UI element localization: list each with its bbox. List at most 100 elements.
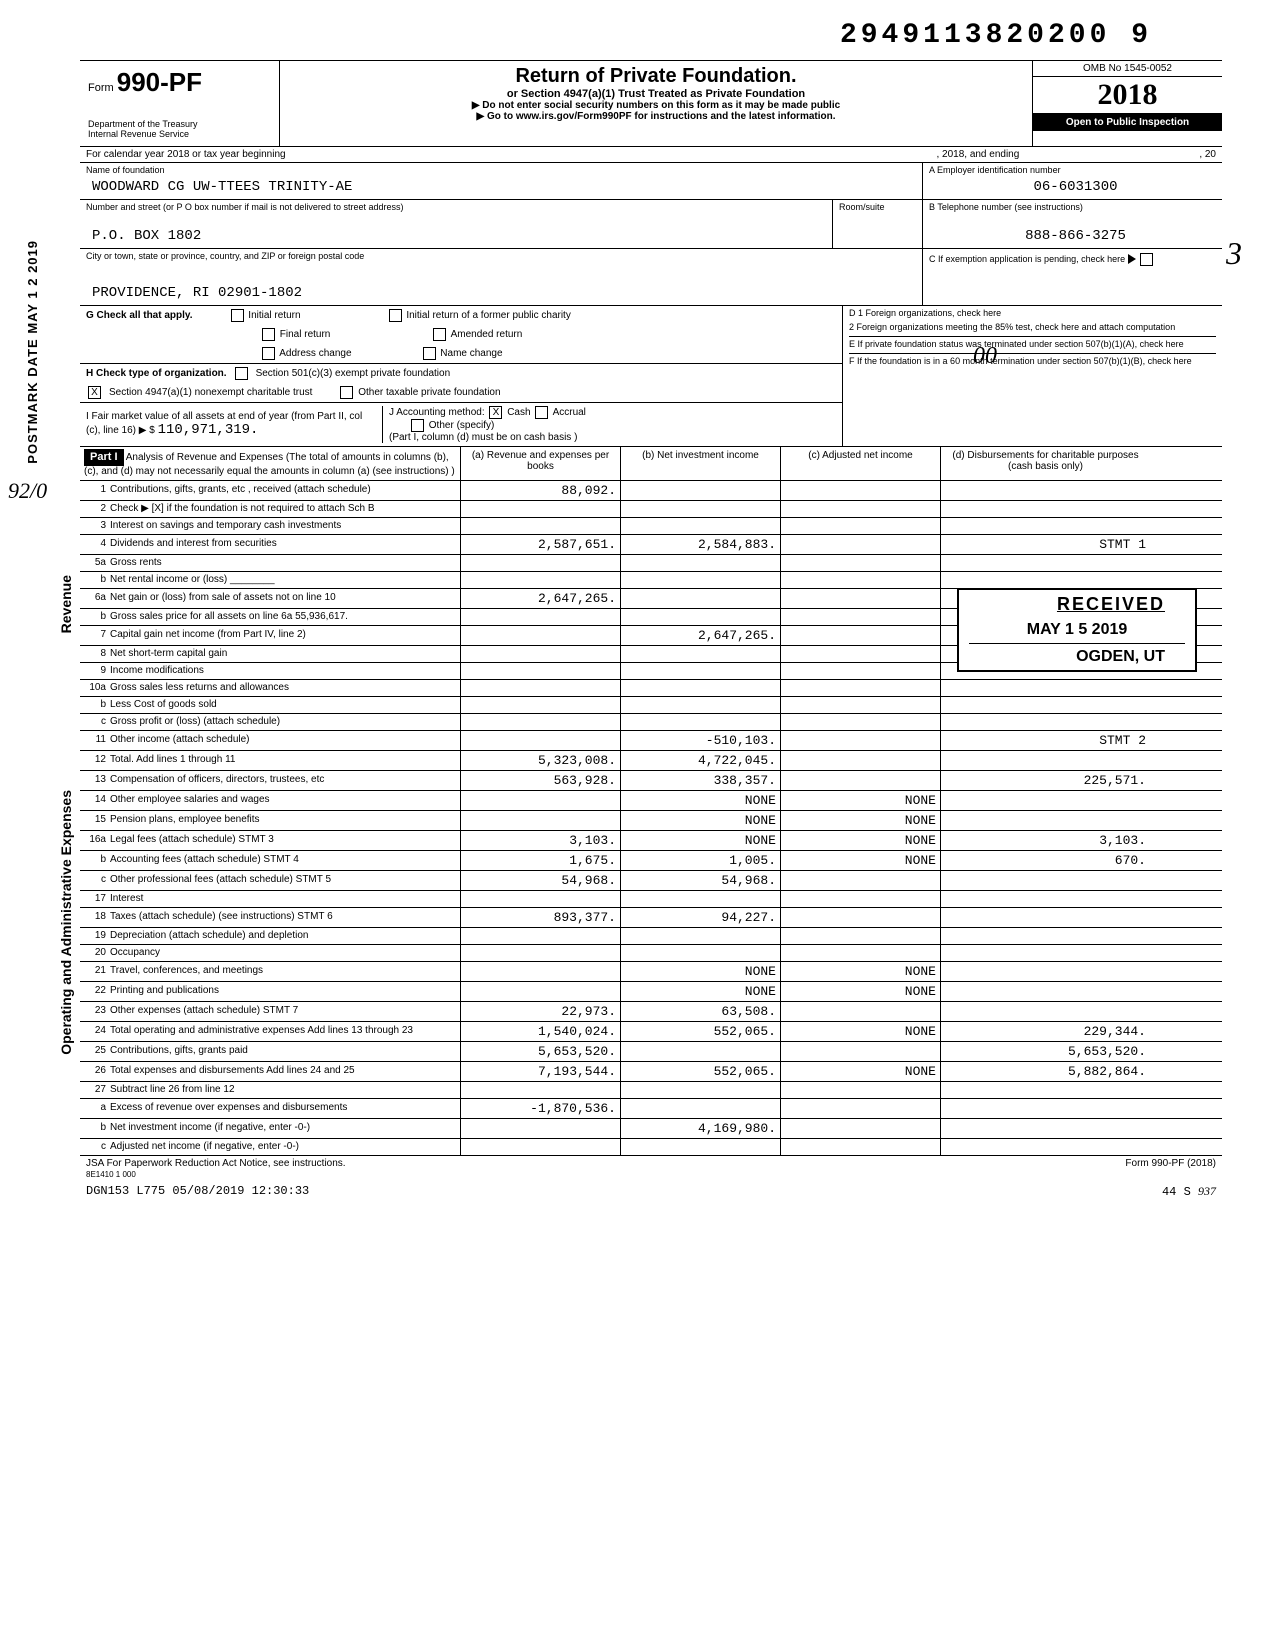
line-label: 7Capital gain net income (from Part IV, … [80,626,460,645]
ein-value: 06-6031300 [923,177,1222,199]
line-label: aExcess of revenue over expenses and dis… [80,1099,460,1118]
cell-b [620,714,780,730]
cell-a: 88,092. [460,481,620,500]
cell-c [780,1082,940,1098]
received-location: OGDEN, UT [969,648,1185,666]
address-change-checkbox[interactable] [262,347,275,360]
table-row: 23Other expenses (attach schedule) STMT … [80,1001,1222,1021]
cell-b [620,663,780,679]
final-return-checkbox[interactable] [262,328,275,341]
part1-label: Part I [84,449,124,466]
cell-a: 7,193,544. [460,1062,620,1081]
initial-former-checkbox[interactable] [389,309,402,322]
line-label: 10aGross sales less returns and allowanc… [80,680,460,696]
cell-c [780,646,940,662]
cell-d: STMT 2 [940,731,1150,750]
table-row: 22Printing and publicationsNONENONE [80,981,1222,1001]
city-label: City or town, state or province, country… [80,249,922,263]
opex-section-label: Operating and Administrative Expenses [58,790,74,1055]
cell-a: 1,540,024. [460,1022,620,1041]
cell-a: 1,675. [460,851,620,870]
line-label: 8Net short-term capital gain [80,646,460,662]
cell-b [620,680,780,696]
cell-b [620,1042,780,1061]
received-date: MAY 1 5 2019 [969,621,1185,644]
cell-d [940,811,1150,830]
line-label: 21Travel, conferences, and meetings [80,962,460,981]
cell-c [780,928,940,944]
cell-d: STMT 1 [940,535,1150,554]
cell-b: NONE [620,982,780,1001]
cash-checkbox[interactable] [489,406,502,419]
footer-timestamp: DGN153 L775 05/08/2019 12:30:33 [86,1184,309,1199]
other-method-checkbox[interactable] [411,419,424,432]
cell-b [620,1082,780,1098]
cell-c [780,518,940,534]
table-row: cOther professional fees (attach schedul… [80,870,1222,890]
cell-c [780,945,940,961]
cell-a [460,518,620,534]
table-row: 3Interest on savings and temporary cash … [80,517,1222,534]
cell-d [940,791,1150,810]
line-label: 24Total operating and administrative exp… [80,1022,460,1041]
line-label: 27Subtract line 26 from line 12 [80,1082,460,1098]
cell-c [780,871,940,890]
cell-b [620,572,780,588]
table-row: 5aGross rents [80,554,1222,571]
cell-a: -1,870,536. [460,1099,620,1118]
opt-4947: Section 4947(a)(1) nonexempt charitable … [109,387,312,398]
table-row: 16aLegal fees (attach schedule) STMT 33,… [80,830,1222,850]
initial-return-checkbox[interactable] [231,309,244,322]
line-label: bAccounting fees (attach schedule) STMT … [80,851,460,870]
cell-c [780,751,940,770]
opt-cash: Cash [507,407,530,418]
501c3-checkbox[interactable] [235,367,248,380]
cell-d [940,751,1150,770]
cell-c [780,908,940,927]
line-label: 22Printing and publications [80,982,460,1001]
table-row: cAdjusted net income (if negative, enter… [80,1138,1222,1155]
cell-c [780,891,940,907]
table-row: 21Travel, conferences, and meetingsNONEN… [80,961,1222,981]
amended-checkbox[interactable] [433,328,446,341]
cell-b: 94,227. [620,908,780,927]
cell-d [940,1002,1150,1021]
other-taxable-checkbox[interactable] [340,386,353,399]
exempt-checkbox[interactable] [1140,253,1153,266]
cell-b [620,1099,780,1118]
cell-a [460,555,620,571]
handwritten-3: 3 [1226,235,1242,272]
line-label: 5aGross rents [80,555,460,571]
cell-c: NONE [780,1022,940,1041]
cell-d [940,714,1150,730]
cell-c: NONE [780,811,940,830]
received-label: RECEIVED [969,594,1185,615]
cell-a: 22,973. [460,1002,620,1021]
cell-d: 670. [940,851,1150,870]
cell-a [460,945,620,961]
cell-a [460,663,620,679]
4947-checkbox[interactable] [88,386,101,399]
opt-501c3: Section 501(c)(3) exempt private foundat… [256,368,451,379]
cell-b: NONE [620,962,780,981]
accrual-checkbox[interactable] [535,406,548,419]
cell-a [460,928,620,944]
line-label: bNet rental income or (loss) ________ [80,572,460,588]
line-label: 3Interest on savings and temporary cash … [80,518,460,534]
name-change-checkbox[interactable] [423,347,436,360]
line-label: 4Dividends and interest from securities [80,535,460,554]
table-row: bAccounting fees (attach schedule) STMT … [80,850,1222,870]
omb-number: OMB No 1545-0052 [1033,61,1222,77]
cell-c [780,680,940,696]
cell-d [940,945,1150,961]
foundation-name: WOODWARD CG UW-TTEES TRINITY-AE [80,177,922,199]
line-label: 18Taxes (attach schedule) (see instructi… [80,908,460,927]
line-label: 13Compensation of officers, directors, t… [80,771,460,790]
address-value: P.O. BOX 1802 [80,226,832,248]
cell-b: 4,722,045. [620,751,780,770]
cell-b: 4,169,980. [620,1119,780,1138]
table-row: 24Total operating and administrative exp… [80,1021,1222,1041]
cell-a: 54,968. [460,871,620,890]
form-word: Form [88,82,114,94]
main-title: Return of Private Foundation. [288,65,1024,88]
